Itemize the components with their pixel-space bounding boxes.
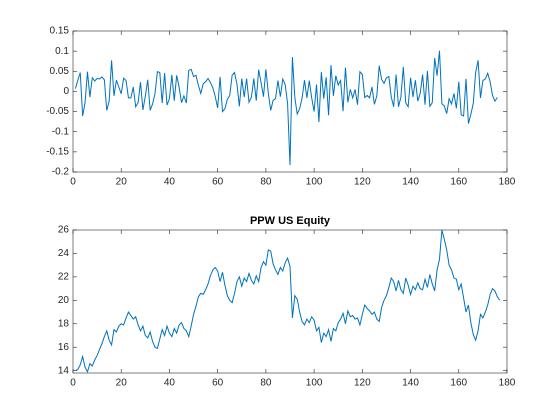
x-tick-label: 0 [70, 177, 76, 188]
y-tick-label: 20 [58, 295, 70, 306]
y-tick-label: -0.15 [46, 146, 69, 157]
y-tick-label: 0.05 [50, 66, 70, 77]
x-tick-label: 80 [260, 378, 272, 389]
axes-box [72, 229, 508, 374]
series-line [74, 50, 498, 166]
x-tick-label: 120 [354, 177, 371, 188]
y-tick-label: 16 [58, 342, 70, 353]
x-tick-label: 60 [212, 177, 224, 188]
x-tick-label: 180 [499, 177, 516, 188]
x-tick-label: 40 [164, 378, 176, 389]
x-tick-label: 140 [402, 378, 419, 389]
x-tick-label: 20 [116, 177, 128, 188]
series-line [75, 229, 501, 374]
y-tick-label: -0.05 [46, 106, 69, 117]
x-tick-label: 80 [260, 177, 272, 188]
x-tick-label: 180 [499, 378, 516, 389]
x-tick-label: 140 [402, 177, 419, 188]
y-tick-label: 24 [58, 248, 70, 259]
y-tick-label: 0.1 [55, 46, 69, 57]
x-tick-label: 120 [354, 378, 371, 389]
y-tick-label: 0 [63, 86, 69, 97]
y-tick-label: 14 [58, 365, 70, 376]
x-tick-label: 100 [306, 378, 323, 389]
y-tick-label: -0.2 [52, 167, 70, 178]
x-tick-label: 100 [306, 177, 323, 188]
y-tick-label: 26 [58, 225, 70, 236]
x-tick-label: 160 [450, 378, 467, 389]
y-tick-label: 22 [58, 272, 70, 283]
x-tick-label: 160 [450, 177, 467, 188]
x-tick-label: 60 [212, 378, 224, 389]
axes-box [72, 30, 508, 173]
chart-title: PPW US Equity [250, 215, 331, 227]
x-tick-label: 40 [164, 177, 176, 188]
x-tick-label: 0 [70, 378, 76, 389]
y-tick-label: -0.1 [52, 126, 70, 137]
y-tick-label: 18 [58, 318, 70, 329]
x-tick-label: 20 [116, 378, 128, 389]
y-tick-label: 0.15 [50, 26, 70, 37]
